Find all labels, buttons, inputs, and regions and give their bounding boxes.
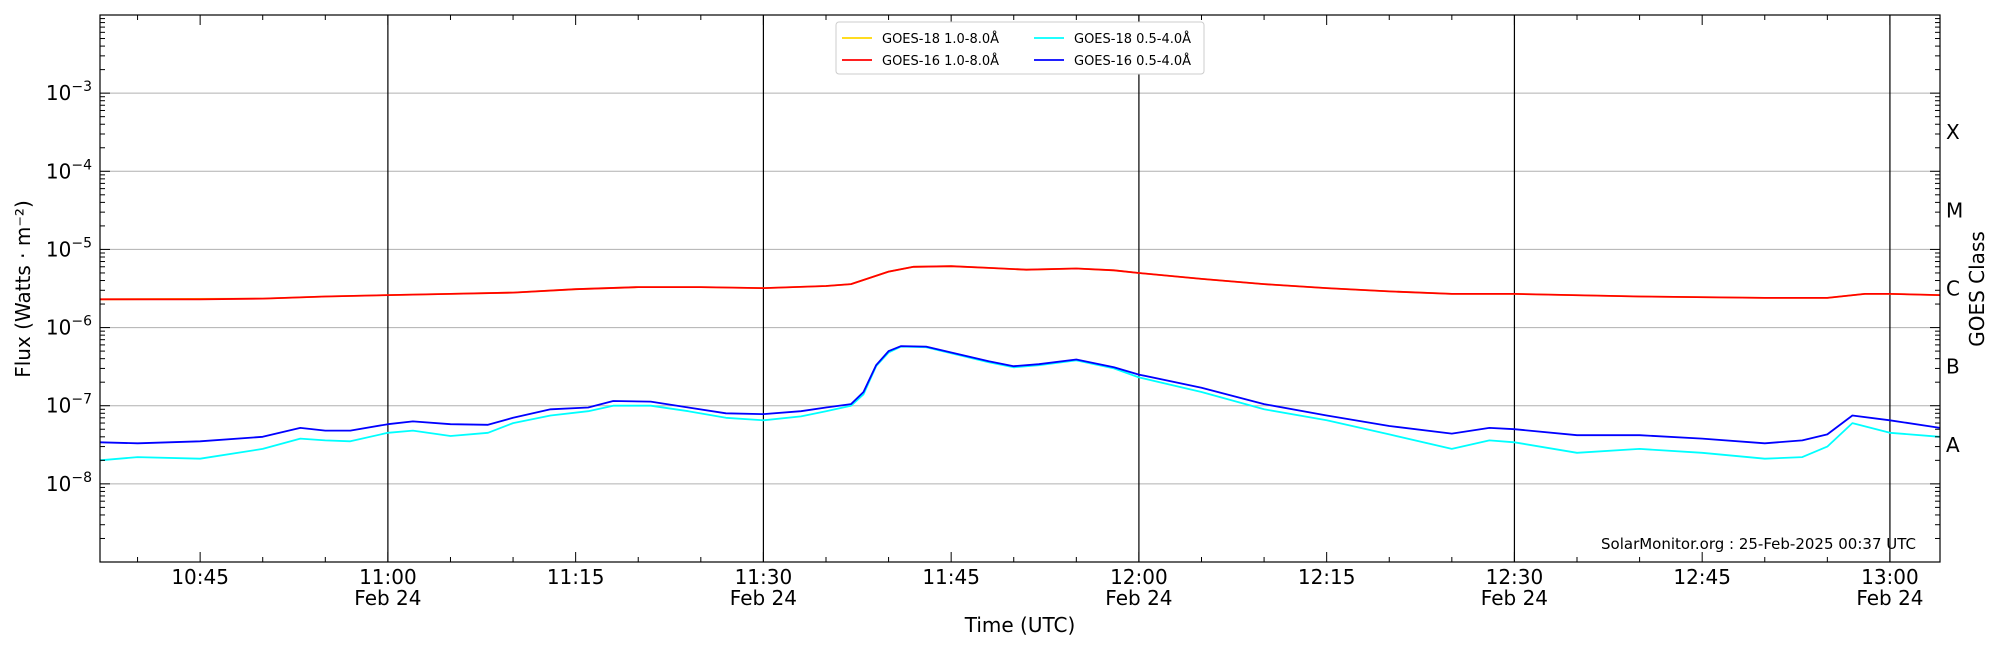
y-axis-title: Flux (Watts · m⁻²) (11, 200, 35, 378)
x-tick-sublabel: Feb 24 (354, 586, 421, 610)
credit-annotation: SolarMonitor.org : 25-Feb-2025 00:37 UTC (1601, 535, 1916, 553)
y-tick-label: 10−7 (46, 392, 92, 418)
goes-class-c: C (1946, 277, 1960, 301)
series-line-goes-16-1-0-8-0 (100, 265, 1941, 301)
x-tick-label: 11:30 (735, 565, 793, 589)
plot-frame (99, 14, 1941, 563)
x-tick-label: 12:00 (1110, 565, 1168, 589)
x-tick-label: 12:30 (1486, 565, 1544, 589)
grid-layer (100, 92, 1940, 485)
x-tick-label: 13:00 (1861, 565, 1919, 589)
goes-class-m: M (1946, 198, 1963, 222)
goes-class-x: X (1946, 120, 1960, 144)
y-tick-label: 10−8 (46, 470, 92, 496)
series-line-goes-18-1-0-8-0 (99, 265, 1941, 301)
x-tick-label: 12:45 (1673, 565, 1731, 589)
legend: GOES-18 1.0-8.0Å GOES-18 0.5-4.0Å GOES-16 … (835, 21, 1205, 75)
y-tick-labels: 10−8 10−7 10−6 10−5 10−4 10−3 (46, 79, 92, 496)
x-tick-label: 11:15 (547, 565, 605, 589)
goes-class-a: A (1946, 433, 1960, 457)
x-tick-label: 12:15 (1298, 565, 1356, 589)
x-tick-label: 11:00 (359, 565, 417, 589)
x-tick-label: 11:45 (922, 565, 980, 589)
vertical-marker-lines (387, 15, 1891, 562)
x-tick-sublabel: Feb 24 (1856, 586, 1923, 610)
legend-label: GOES-16 1.0-8.0Å (882, 53, 999, 69)
legend-label: GOES-18 1.0-8.0Å (882, 31, 999, 47)
x-tick-sublabel: Feb 24 (1481, 586, 1548, 610)
legend-box (835, 21, 1205, 75)
right-axis-title: GOES Class (1965, 231, 1989, 347)
series-layer (99, 265, 1941, 462)
goes-class-b: B (1946, 355, 1960, 379)
y-tick-label: 10−5 (46, 235, 92, 261)
x-axis-title: Time (UTC) (964, 613, 1076, 637)
x-tick-sublabel: Feb 24 (730, 586, 797, 610)
x-tick-sublabel: Feb 24 (1105, 586, 1172, 610)
goes-class-labels: A B C M X (1946, 120, 1963, 457)
x-tick-label: 10:45 (171, 565, 229, 589)
legend-label: GOES-18 0.5-4.0Å (1074, 31, 1191, 47)
y-tick-label: 10−6 (46, 314, 92, 340)
series-line-goes-16-0-5-4-0 (99, 345, 1941, 445)
tick-layer (100, 15, 1940, 563)
legend-label: GOES-16 0.5-4.0Å (1074, 53, 1191, 69)
y-tick-label: 10−3 (46, 79, 92, 105)
y-tick-label: 10−4 (46, 157, 92, 183)
series-line-goes-18-0-5-4-0 (99, 345, 1941, 462)
